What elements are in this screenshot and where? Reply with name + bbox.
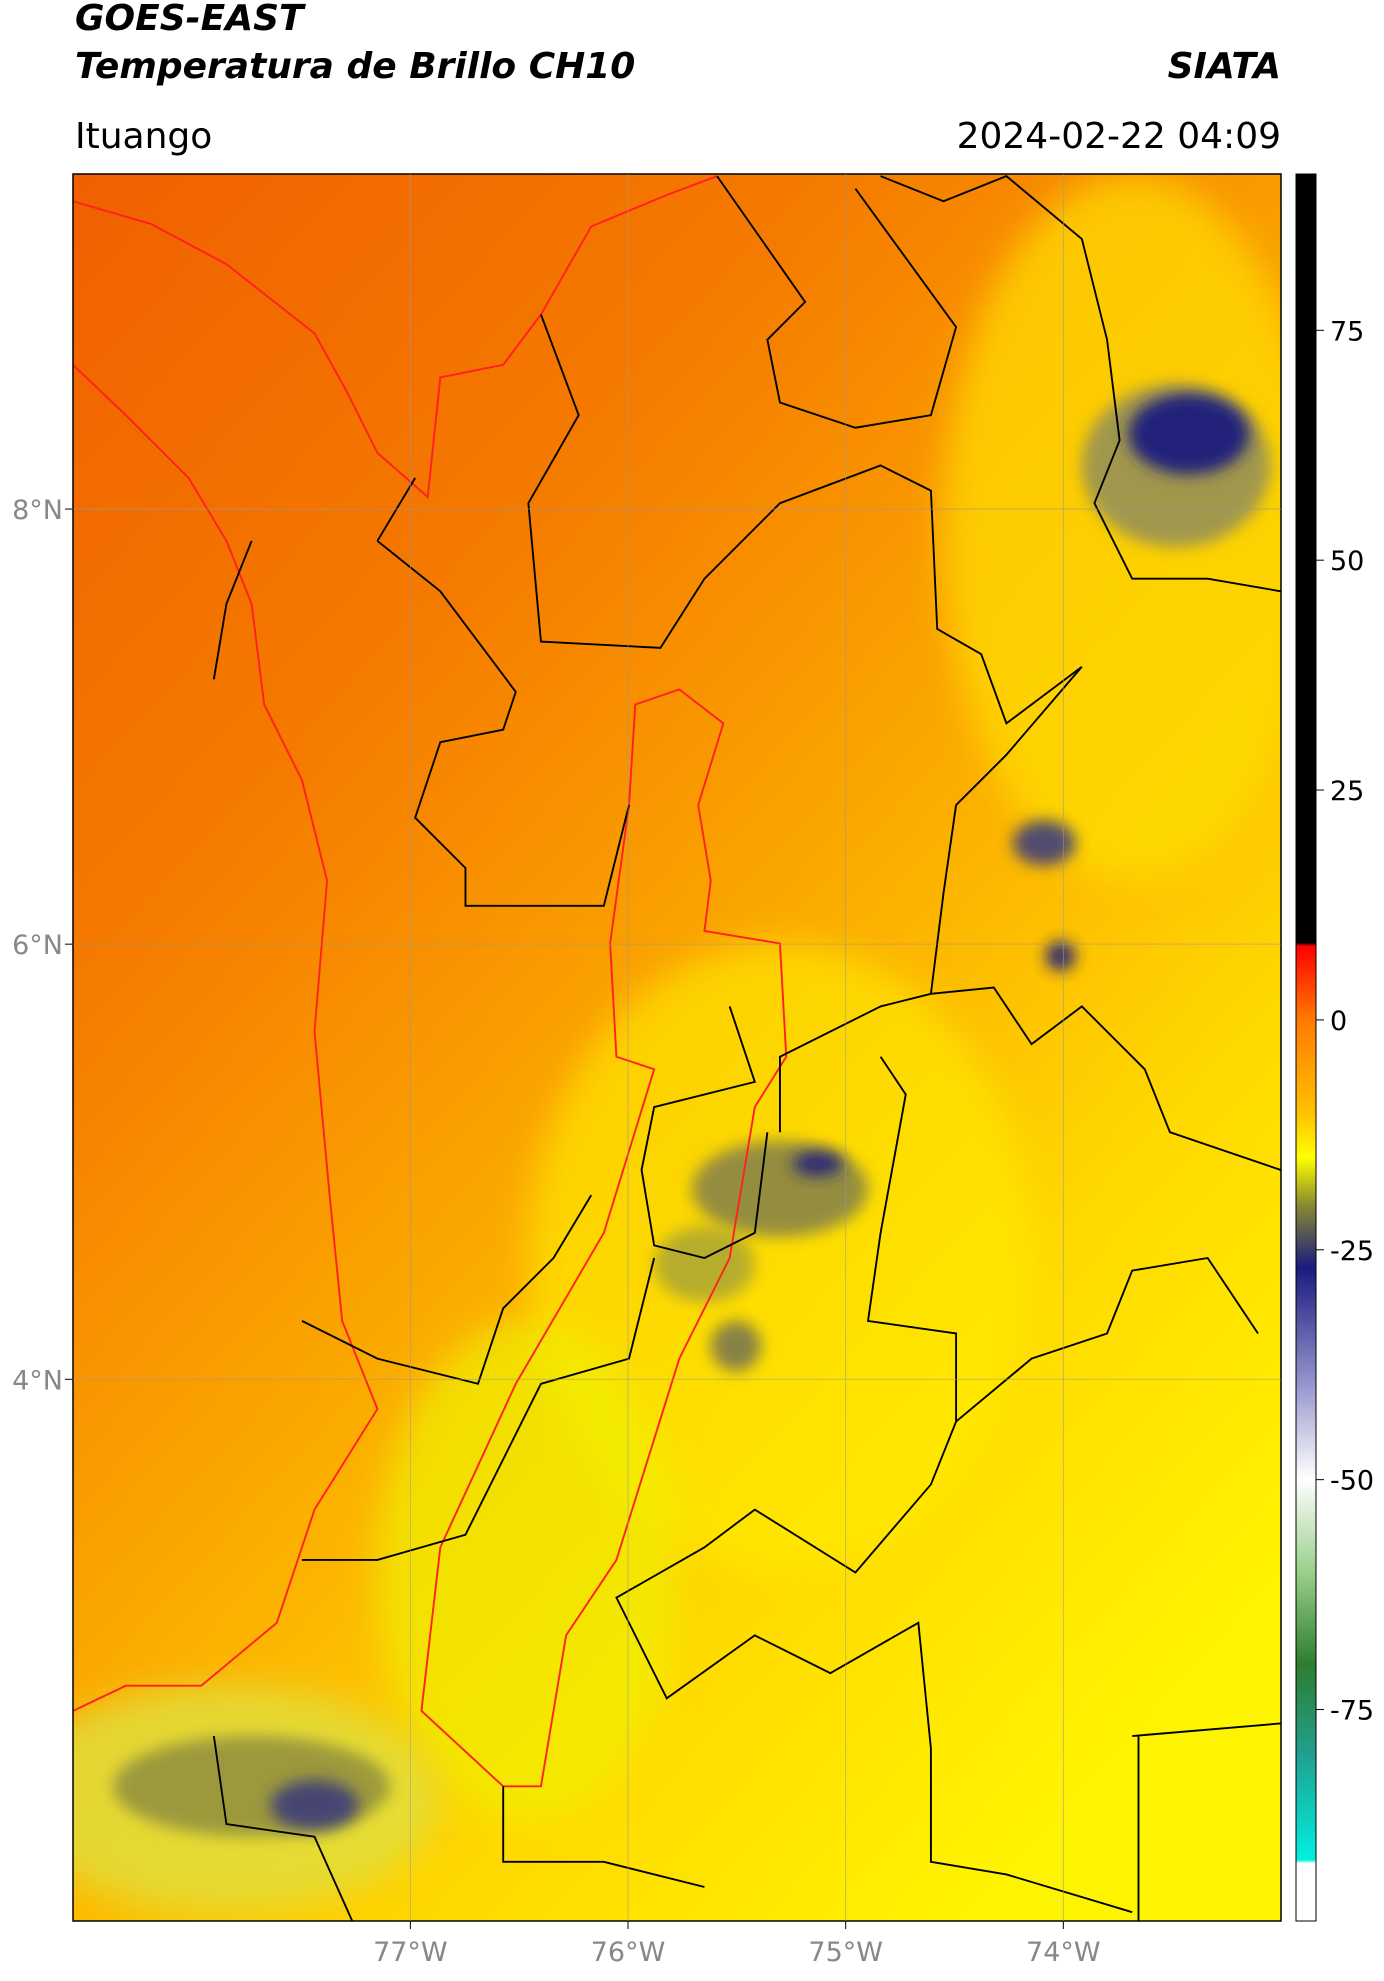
lat-label: 6°N: [12, 930, 63, 961]
colorbar-label: 0: [1330, 1006, 1347, 1037]
lon-label: 74°W: [1026, 1937, 1101, 1968]
colorbar: [1295, 173, 1317, 1922]
lat-label: 4°N: [12, 1365, 63, 1396]
map: [73, 174, 1281, 1921]
lon-label: 77°W: [373, 1937, 448, 1968]
title: GOES-EAST: [75, 0, 306, 39]
colorbar-label: -50: [1330, 1466, 1374, 1497]
lon-label: 75°W: [808, 1937, 883, 1968]
subtitle: Temperatura de Brillo CH10: [75, 46, 635, 87]
source: SIATA: [1168, 46, 1281, 87]
cloud-field: [73, 175, 1281, 1921]
lon-label: 76°W: [591, 1937, 666, 1968]
colorbar-label: 50: [1330, 546, 1364, 577]
location: Ituango: [75, 116, 212, 157]
lat-label: 8°N: [12, 495, 63, 526]
colorbar-label: 25: [1330, 776, 1364, 807]
colorbar-label: -25: [1330, 1236, 1374, 1267]
colorbar-label: -75: [1330, 1696, 1374, 1727]
colorbar-label: 75: [1330, 316, 1364, 347]
map-frame: [72, 173, 1282, 1922]
datetime: 2024-02-22 04:09: [957, 116, 1281, 157]
